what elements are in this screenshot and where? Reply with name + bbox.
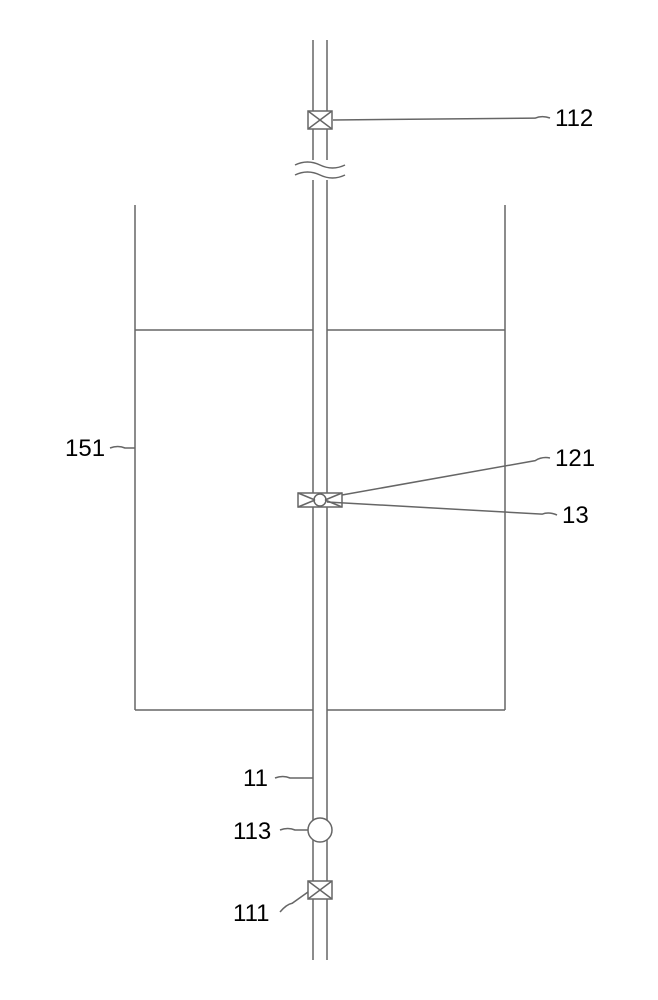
label-121: 121 <box>555 445 595 473</box>
label-112: 112 <box>555 105 593 133</box>
label-111: 111 <box>233 900 269 928</box>
label-113: 113 <box>233 818 271 846</box>
label-13: 13 <box>562 502 589 530</box>
label-151: 151 <box>65 435 105 463</box>
label-11: 11 <box>243 765 268 793</box>
technical-diagram <box>0 0 658 1000</box>
